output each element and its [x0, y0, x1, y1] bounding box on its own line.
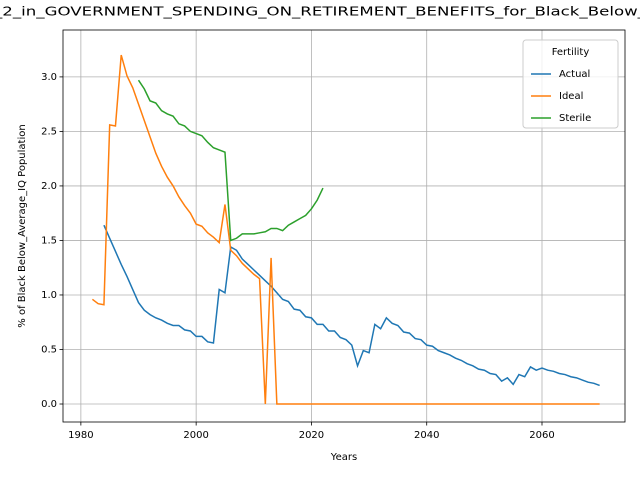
- x-tick-label: 2020: [299, 430, 324, 441]
- y-tick-label: 2.0: [41, 181, 57, 192]
- y-tick-label: 1.0: [41, 290, 57, 301]
- legend-box: [522, 39, 619, 129]
- x-axis-label: Years: [330, 452, 357, 463]
- legend-label: Actual: [559, 69, 590, 80]
- y-tick-label: 3.0: [41, 72, 57, 83]
- chart-title: _2_in_GOVERNMENT_SPENDING_ON_RETIREMENT_…: [0, 5, 640, 19]
- x-tick-label: 2000: [183, 430, 208, 441]
- y-tick-label: 0.5: [41, 344, 57, 355]
- line-series: [137, 79, 324, 242]
- line-series: [103, 224, 600, 387]
- x-tick-label: 2040: [414, 430, 439, 441]
- line-series: [91, 54, 600, 405]
- x-tick-label: 1980: [68, 430, 93, 441]
- y-tick-label: 0.0: [41, 399, 57, 410]
- y-axis-label: % of Black Below_Average_IQ Population: [17, 124, 28, 327]
- legend-title: Fertility: [552, 47, 590, 58]
- y-tick-label: 2.5: [41, 126, 57, 137]
- plot-frame: [62, 29, 626, 423]
- x-tick-label: 2060: [529, 430, 554, 441]
- legend-label: Ideal: [559, 91, 583, 102]
- legend-label: Sterile: [559, 113, 591, 124]
- y-tick-label: 1.5: [41, 235, 57, 246]
